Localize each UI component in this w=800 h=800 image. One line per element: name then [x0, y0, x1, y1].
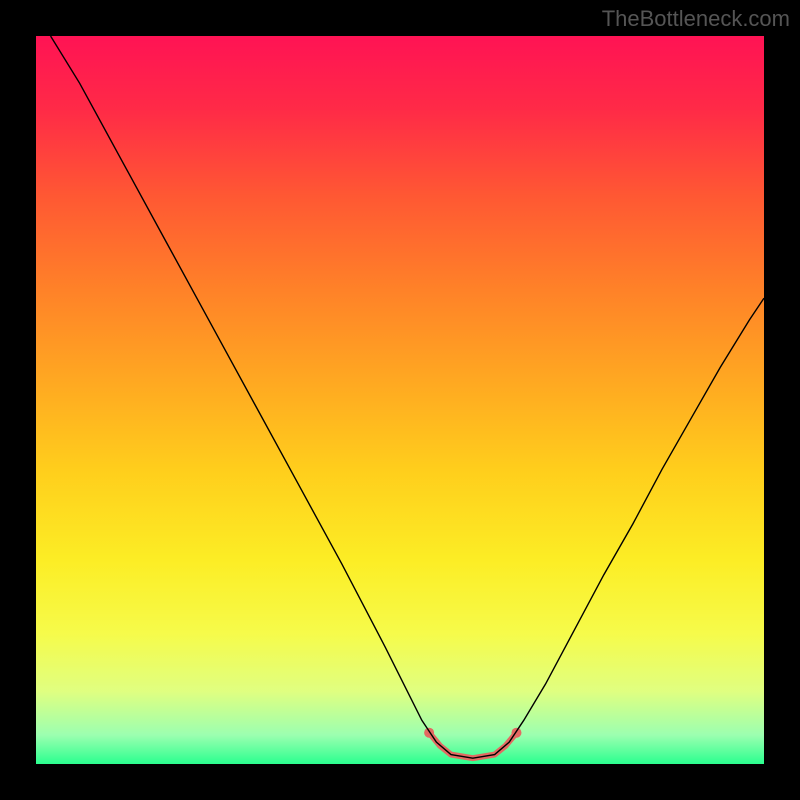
- chart-svg: [0, 0, 800, 800]
- plot-area-gradient: [36, 36, 764, 764]
- watermark-text: TheBottleneck.com: [602, 6, 790, 32]
- bottleneck-chart: TheBottleneck.com: [0, 0, 800, 800]
